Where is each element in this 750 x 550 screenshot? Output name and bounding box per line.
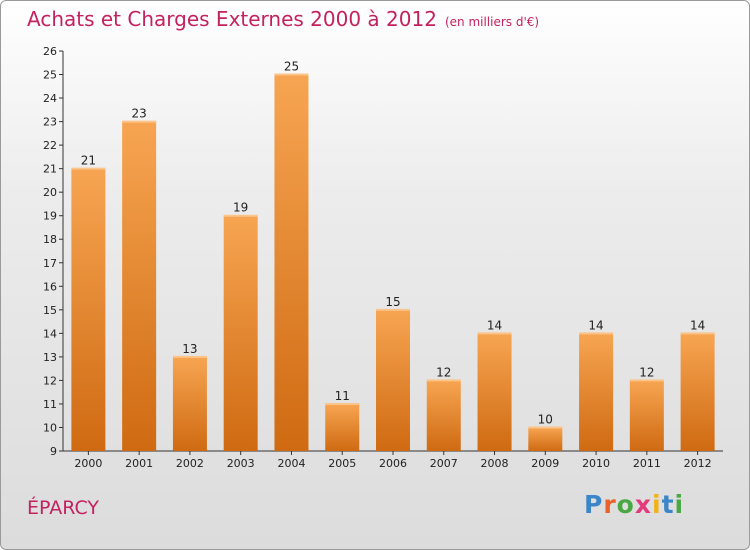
bar <box>528 427 563 451</box>
y-tick-label: 21 <box>43 163 57 176</box>
y-tick-label: 18 <box>43 233 57 246</box>
proxiti-logo: Proxiti <box>584 490 684 519</box>
bar <box>71 168 106 451</box>
y-tick-label: 17 <box>43 257 57 270</box>
bar <box>122 121 157 452</box>
data-label: 14 <box>690 318 705 332</box>
bar <box>477 333 512 451</box>
logo-letter: P <box>584 490 604 519</box>
x-tick-label: 2002 <box>176 457 204 470</box>
y-tick-label: 14 <box>43 327 57 340</box>
x-tick-label: 2006 <box>379 457 407 470</box>
y-tick-label: 12 <box>43 374 57 387</box>
y-tick-label: 24 <box>43 92 57 105</box>
bar <box>172 356 207 451</box>
y-tick-label: 25 <box>43 69 57 82</box>
bar <box>579 333 614 451</box>
x-tick-label: 2004 <box>277 457 305 470</box>
x-tick-label: 2001 <box>125 457 153 470</box>
bar <box>274 74 309 451</box>
y-tick-label: 15 <box>43 304 57 317</box>
data-label: 11 <box>335 389 350 403</box>
data-label: 10 <box>538 412 553 426</box>
logo-letter: t <box>661 490 675 519</box>
y-tick-label: 10 <box>43 421 57 434</box>
unit-label: (en milliers d'€) <box>444 15 540 29</box>
bar <box>629 380 664 451</box>
logo-letter: x <box>634 490 652 519</box>
x-tick-label: 2005 <box>328 457 356 470</box>
title-text: Achats et Charges Externes 2000 à 2012 <box>27 7 437 31</box>
logo-letter: i <box>674 490 685 519</box>
x-tick-label: 2011 <box>633 457 661 470</box>
logo-letter: i <box>652 490 662 519</box>
logo-letter: r <box>603 490 617 519</box>
data-label: 13 <box>182 342 197 356</box>
logo-letter: o <box>616 490 635 519</box>
x-tick-label: 2012 <box>684 457 712 470</box>
y-tick-label: 13 <box>43 351 57 364</box>
y-tick-label: 26 <box>43 45 57 58</box>
y-tick-label: 11 <box>43 398 57 411</box>
chart-title: Achats et Charges Externes 2000 à 2012 (e… <box>27 7 539 31</box>
data-label: 21 <box>81 154 96 168</box>
bar <box>376 309 410 451</box>
bar <box>426 380 461 451</box>
y-tick-label: 9 <box>50 445 57 458</box>
x-tick-label: 2007 <box>430 457 458 470</box>
data-label: 12 <box>639 365 654 379</box>
data-label: 23 <box>132 107 147 121</box>
data-label: 14 <box>487 318 502 332</box>
axes: 9 10 11 12 13 14 15 16 17 18 19 20 21 22 23 24 25 26 2000 2… <box>43 45 723 470</box>
data-label: 19 <box>233 201 248 215</box>
x-tick-label: 2009 <box>531 457 559 470</box>
x-tick-label: 2010 <box>582 457 610 470</box>
value-labels: 21 23 13 19 25 11 15 12 14 10 14 12 14 <box>81 60 706 427</box>
y-tick-label: 22 <box>43 139 57 152</box>
bar <box>680 333 715 451</box>
y-tick-label: 23 <box>43 116 57 129</box>
commune-name: ÉPARCY <box>27 497 100 519</box>
bar <box>223 215 258 451</box>
y-tick-label: 16 <box>43 280 57 293</box>
bars <box>71 73 715 452</box>
data-label: 25 <box>284 60 299 74</box>
x-tick-label: 2000 <box>74 457 102 470</box>
y-tick-label: 19 <box>43 210 57 223</box>
data-label: 14 <box>588 318 603 332</box>
data-label: 12 <box>436 365 451 379</box>
x-tick-label: 2003 <box>227 457 255 470</box>
x-tick-label: 2008 <box>481 457 509 470</box>
data-label: 15 <box>385 295 400 309</box>
bar <box>325 403 360 451</box>
y-tick-label: 20 <box>43 186 57 199</box>
